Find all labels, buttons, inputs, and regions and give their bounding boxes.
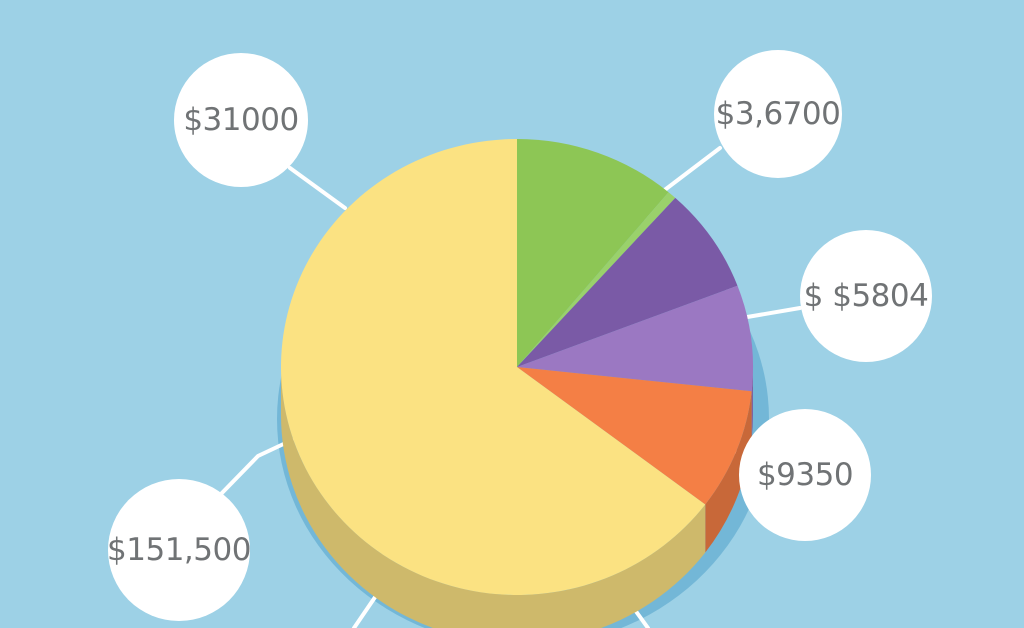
callout-label-1: $31000 xyxy=(183,102,298,138)
callout-3: $ $5804 xyxy=(800,230,932,362)
pie-slice-4 xyxy=(517,285,753,392)
pie-slice-3 xyxy=(517,197,738,367)
pie-slice-side-6 xyxy=(281,367,706,628)
callout-bubble-5 xyxy=(108,479,250,621)
callout-bubble-4 xyxy=(739,409,871,541)
callout-bubble-3 xyxy=(800,230,932,362)
callout-2: $3,6700 xyxy=(714,50,842,178)
pie-slice-1 xyxy=(517,139,669,367)
callout-label-5: $151,500 xyxy=(107,532,251,568)
pie-slice-2 xyxy=(517,192,676,367)
callout-label-4: $9350 xyxy=(757,457,853,493)
callout-line-2 xyxy=(660,146,722,194)
callout-1: $31000 xyxy=(174,53,308,187)
callout-5: $151,500 xyxy=(107,479,251,621)
pie-depth xyxy=(281,367,753,628)
callout-bubble-2 xyxy=(714,50,842,178)
callout-line-1 xyxy=(288,166,347,210)
callout-label-3: $ $5804 xyxy=(804,278,929,314)
callout-4: $9350 xyxy=(739,409,871,541)
pie-slice-5 xyxy=(517,367,752,505)
pie-slice-side-4 xyxy=(751,367,753,440)
pie-slice-side-5 xyxy=(705,391,752,553)
pie-slices xyxy=(281,139,753,595)
callout-label-2: $3,6700 xyxy=(716,96,841,132)
callout-line-5 xyxy=(218,438,294,497)
callout-bubble-1 xyxy=(174,53,308,187)
callouts: $31000 $3,6700 $ $5804 $9350 $151,500 xyxy=(107,50,932,621)
pie-slice-6 xyxy=(281,139,706,595)
